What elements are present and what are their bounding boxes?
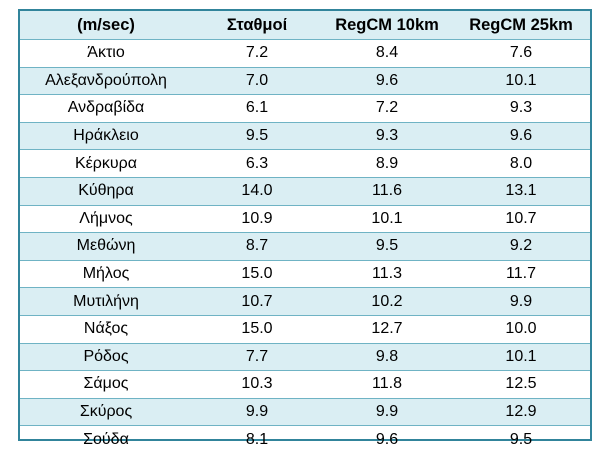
- regcm-10km-value: 9.3: [322, 122, 452, 151]
- regcm-10km-value: 7.2: [322, 94, 452, 123]
- station-value: 6.1: [192, 94, 322, 123]
- regcm-10km-value: 11.8: [322, 370, 452, 399]
- regcm-10km-value: 11.6: [322, 177, 452, 206]
- regcm-10km-value: 12.7: [322, 315, 452, 344]
- regcm-25km-value: 9.3: [452, 94, 590, 123]
- table-body: Άκτιο 7.2 8.4 7.6 Αλεξανδρούπολη 7.0 9.6 10.1 Αν…: [20, 39, 590, 453]
- station-value: 14.0: [192, 177, 322, 206]
- station-value: 10.3: [192, 370, 322, 399]
- station-name: Σούδα: [83, 430, 129, 448]
- station-name: Ανδραβίδα: [20, 94, 192, 123]
- table-row: Αλεξανδρούπολη 7.0 9.6 10.1: [20, 67, 590, 96]
- station-value: 7.7: [192, 343, 322, 372]
- header-regcm-25km: RegCM 25km: [452, 11, 590, 40]
- station-value: 15.0: [192, 315, 322, 344]
- table-row: Ρόδος 7.7 9.8 10.1: [20, 343, 590, 372]
- station-name: Ηράκλειο: [20, 122, 192, 151]
- table-row: Μήλος 15.0 11.3 11.7: [20, 260, 590, 289]
- table-row: Μεθώνη 8.7 9.5 9.2: [20, 232, 590, 261]
- regcm-25km-value: 12.9: [452, 398, 590, 427]
- regcm-25km-value: 8.0: [452, 149, 590, 178]
- regcm-25km-value: 12.5: [452, 370, 590, 399]
- station-value: 10.7: [192, 287, 322, 316]
- regcm-25km-value: 11.7: [452, 260, 590, 289]
- station-name: Ρόδος: [20, 343, 192, 372]
- station-name: Νάξος: [20, 315, 192, 344]
- table-row: Ηράκλειο 9.5 9.3 9.6: [20, 122, 590, 151]
- regcm-25km-value: 10.1: [452, 343, 590, 372]
- regcm-25km-value: 9.5: [509, 430, 533, 448]
- regcm-10km-value: 8.9: [322, 149, 452, 178]
- table-row: Μυτιλήνη 10.7 10.2 9.9: [20, 287, 590, 316]
- station-name: Μυτιλήνη: [20, 287, 192, 316]
- regcm-10km-value: 10.1: [322, 205, 452, 234]
- regcm-25km-value: 10.7: [452, 205, 590, 234]
- station-name: Αλεξανδρούπολη: [20, 67, 192, 96]
- station-value: 7.0: [192, 67, 322, 96]
- regcm-10km-value: 9.9: [322, 398, 452, 427]
- table-row: Κέρκυρα 6.3 8.9 8.0: [20, 149, 590, 178]
- table-row: Σούδα 8.1 9.6 9.5: [20, 426, 590, 453]
- table-row: Ανδραβίδα 6.1 7.2 9.3: [20, 94, 590, 123]
- header-stations: Σταθμοί: [192, 11, 322, 40]
- station-name: Άκτιο: [20, 39, 192, 68]
- station-value: 8.1: [245, 430, 269, 448]
- station-value: 10.9: [192, 205, 322, 234]
- regcm-25km-value: 9.6: [452, 122, 590, 151]
- regcm-25km-value: 7.6: [452, 39, 590, 68]
- regcm-10km-value: 9.5: [322, 232, 452, 261]
- table-frame: (m/sec) Σταθμοί RegCM 10km RegCM 25km Άκ…: [18, 9, 592, 447]
- table-row: Σκύρος 9.9 9.9 12.9: [20, 398, 590, 427]
- table-row: Άκτιο 7.2 8.4 7.6: [20, 39, 590, 68]
- station-value: 8.7: [192, 232, 322, 261]
- regcm-25km-value: 9.9: [452, 287, 590, 316]
- station-name: Λήμνος: [20, 205, 192, 234]
- regcm-25km-value: 13.1: [452, 177, 590, 206]
- regcm-10km-value: 11.3: [322, 260, 452, 289]
- station-name: Σκύρος: [20, 398, 192, 427]
- regcm-10km-value: 9.6: [375, 430, 399, 448]
- header-row: (m/sec) Σταθμοί RegCM 10km RegCM 25km: [20, 11, 590, 40]
- table-row: Κύθηρα 14.0 11.6 13.1: [20, 177, 590, 206]
- regcm-10km-value: 9.6: [322, 67, 452, 96]
- regcm-25km-value: 9.2: [452, 232, 590, 261]
- header-regcm-10km: RegCM 10km: [322, 11, 452, 40]
- station-value: 6.3: [192, 149, 322, 178]
- station-value: 9.5: [192, 122, 322, 151]
- table-row: Νάξος 15.0 12.7 10.0: [20, 315, 590, 344]
- regcm-25km-value: 10.0: [452, 315, 590, 344]
- station-name: Κέρκυρα: [20, 149, 192, 178]
- station-name: Κύθηρα: [20, 177, 192, 206]
- station-value: 9.9: [192, 398, 322, 427]
- wind-speed-table: (m/sec) Σταθμοί RegCM 10km RegCM 25km Άκ…: [20, 11, 590, 453]
- station-value: 15.0: [192, 260, 322, 289]
- regcm-10km-value: 10.2: [322, 287, 452, 316]
- header-units: (m/sec): [20, 11, 192, 40]
- table-row: Σάμος 10.3 11.8 12.5: [20, 370, 590, 399]
- station-name: Σάμος: [20, 370, 192, 399]
- regcm-25km-value: 10.1: [452, 67, 590, 96]
- regcm-10km-value: 8.4: [322, 39, 452, 68]
- regcm-10km-value: 9.8: [322, 343, 452, 372]
- table-row: Λήμνος 10.9 10.1 10.7: [20, 205, 590, 234]
- station-name: Μήλος: [20, 260, 192, 289]
- station-name: Μεθώνη: [20, 232, 192, 261]
- station-value: 7.2: [192, 39, 322, 68]
